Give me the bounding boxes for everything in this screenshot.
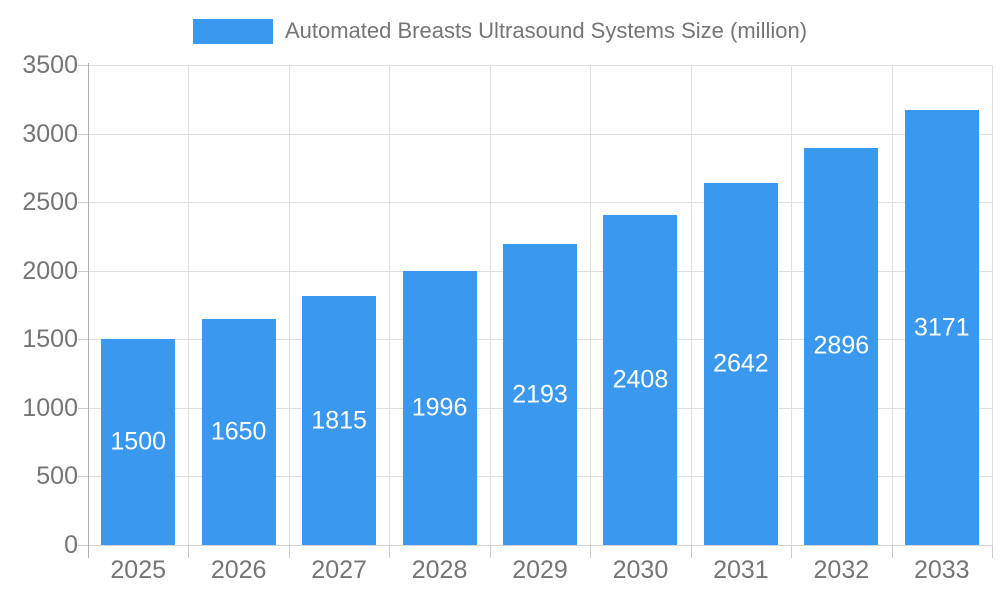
bar[interactable] — [703, 182, 778, 545]
y-axis-tick — [78, 65, 88, 66]
x-axis-label: 2033 — [913, 556, 970, 584]
bar-value-label: 3171 — [913, 313, 970, 342]
x-gridline — [590, 65, 592, 545]
y-axis-tick — [78, 339, 88, 341]
x-gridline — [891, 65, 893, 545]
bar-value-label: 1996 — [411, 393, 468, 422]
y-gridline — [88, 202, 992, 204]
x-axis-tick — [489, 545, 491, 558]
x-axis-label: 2029 — [512, 556, 568, 584]
x-gridline — [690, 65, 692, 545]
x-gridline — [992, 65, 993, 545]
y-gridline — [88, 133, 992, 135]
x-axis-tick — [188, 545, 190, 558]
y-axis-label: 1000 — [22, 393, 78, 422]
x-axis-tick — [590, 545, 592, 558]
bar-value-label: 1500 — [110, 427, 167, 456]
x-gridline — [288, 65, 290, 545]
y-axis-tick — [78, 133, 88, 135]
y-axis-label: 2500 — [22, 188, 78, 217]
x-axis-label: 2031 — [713, 556, 769, 584]
bar-value-label: 1815 — [311, 406, 367, 435]
x-axis-label: 2032 — [813, 556, 870, 584]
x-axis-label: 2027 — [311, 556, 367, 584]
x-gridline — [791, 65, 793, 545]
x-axis-tick — [992, 545, 993, 558]
bar-value-label: 1650 — [210, 417, 267, 446]
legend-swatch — [192, 18, 273, 44]
y-axis-line — [88, 63, 89, 558]
bar[interactable] — [503, 244, 577, 545]
x-axis-tick — [690, 545, 692, 558]
x-axis-tick — [288, 545, 290, 558]
bar-value-label: 2193 — [512, 380, 568, 409]
bar[interactable] — [402, 271, 477, 545]
bar-value-label: 2408 — [612, 365, 669, 394]
y-axis-tick — [78, 476, 88, 478]
x-axis-tick — [791, 545, 793, 558]
x-gridline — [389, 65, 391, 545]
x-axis-label: 2026 — [210, 556, 267, 584]
bar[interactable] — [201, 318, 276, 545]
y-gridline — [88, 65, 992, 66]
y-axis-tick — [78, 407, 88, 409]
y-axis-tick — [78, 202, 88, 204]
bar[interactable] — [302, 296, 377, 545]
bar-value-label: 2642 — [713, 349, 769, 378]
y-axis-label: 500 — [36, 462, 78, 491]
x-axis-line — [88, 545, 992, 546]
x-axis-label: 2028 — [411, 556, 468, 584]
y-axis-label: 0 — [64, 531, 78, 559]
legend-item[interactable]: Automated Breasts Ultrasound Systems Siz… — [0, 14, 1000, 48]
x-axis-label: 2030 — [612, 556, 669, 584]
bar[interactable] — [101, 339, 176, 545]
x-axis-tick — [389, 545, 391, 558]
x-axis-tick — [891, 545, 893, 558]
x-axis-label: 2025 — [110, 556, 167, 584]
y-axis-label: 1500 — [22, 325, 78, 354]
bar[interactable] — [904, 110, 979, 545]
y-axis-label: 3000 — [22, 119, 78, 148]
bar[interactable] — [603, 214, 678, 545]
bar-value-label: 2896 — [813, 331, 870, 360]
x-gridline — [188, 65, 190, 545]
legend-label: Automated Breasts Ultrasound Systems Siz… — [284, 18, 808, 43]
y-axis-tick — [78, 270, 88, 272]
y-axis-label: 3500 — [22, 51, 78, 79]
y-axis-tick — [78, 545, 88, 546]
x-gridline — [489, 65, 491, 545]
bar[interactable] — [804, 147, 879, 545]
y-axis-label: 2000 — [22, 256, 78, 285]
